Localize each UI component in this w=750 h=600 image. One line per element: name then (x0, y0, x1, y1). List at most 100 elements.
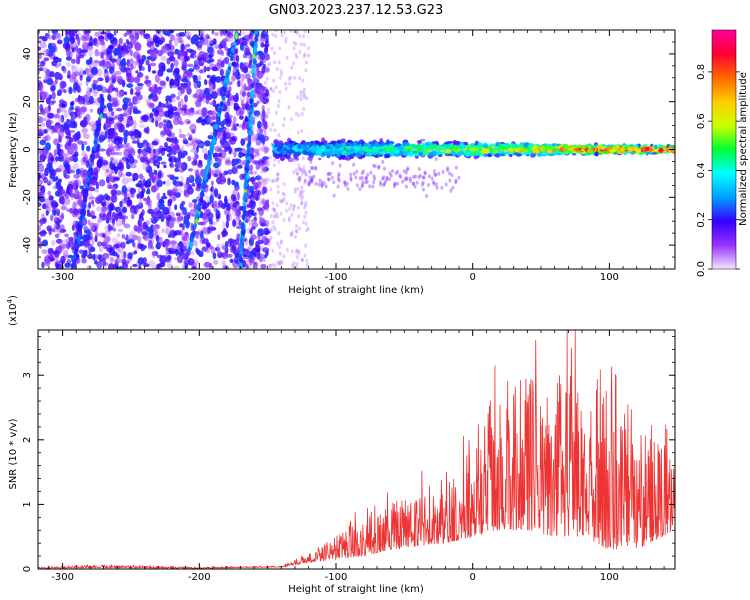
streak-point (94, 131, 99, 138)
noise-speckle (207, 201, 212, 205)
noise-speckle (115, 190, 122, 196)
noise-speckle (143, 234, 150, 242)
noise-speckle (260, 198, 266, 203)
noise-speckle (247, 63, 252, 68)
noise-speckle (147, 208, 154, 214)
noise-speckle (89, 121, 96, 128)
noise-speckle (141, 66, 145, 71)
noise-speckle (116, 212, 123, 217)
noise-speckle (261, 108, 265, 115)
noise-speckle (206, 66, 211, 72)
noise-speckle (81, 150, 87, 158)
noise-speckle (201, 147, 208, 154)
noise-speckle (174, 167, 180, 173)
noise-speckle (41, 261, 45, 269)
noise-speckle (271, 32, 275, 37)
noise-speckle (206, 226, 211, 235)
noise-speckle (258, 147, 263, 152)
noise-speckle (129, 148, 136, 157)
noise-speckle (147, 241, 151, 251)
noise-speckle (295, 262, 299, 267)
noise-speckle (193, 76, 198, 84)
noise-speckle (116, 121, 122, 126)
noise-speckle (178, 32, 186, 37)
noise-speckle (45, 202, 51, 211)
noise-speckle (194, 58, 199, 64)
noise-speckle (78, 197, 83, 206)
noise-speckle (121, 177, 129, 185)
noise-speckle (276, 104, 280, 108)
noise-speckle (259, 75, 263, 80)
noise-speckle (178, 241, 183, 248)
noise-speckle (295, 249, 299, 254)
noise-speckle (53, 223, 58, 230)
noise-speckle (151, 107, 157, 113)
noise-speckle (149, 112, 154, 119)
streak-point (230, 47, 235, 54)
noise-speckle (156, 210, 163, 219)
noise-speckle (290, 213, 294, 217)
noise-speckle (144, 141, 148, 151)
noise-speckle (68, 86, 73, 95)
noise-speckle (187, 168, 193, 172)
noise-speckle (138, 263, 142, 269)
noise-speckle (41, 148, 47, 155)
noise-speckle (97, 241, 102, 247)
noise-speckle (182, 252, 189, 261)
noise-speckle (242, 65, 249, 74)
noise-speckle (145, 198, 153, 207)
noise-speckle (301, 78, 305, 83)
noise-speckle (169, 78, 175, 87)
streak-point (195, 212, 199, 219)
noise-speckle (48, 51, 56, 60)
noise-speckle (196, 145, 199, 153)
noise-speckle (296, 205, 300, 210)
noise-speckle (151, 70, 157, 74)
noise-speckle (152, 89, 158, 94)
noise-speckle (56, 208, 61, 217)
noise-speckle (199, 230, 204, 239)
noise-speckle (231, 75, 237, 82)
noise-speckle (269, 86, 273, 91)
noise-speckle (47, 247, 54, 254)
streak-point (92, 145, 97, 152)
noise-speckle (238, 124, 243, 128)
noise-speckle (104, 130, 108, 140)
noise-speckle (240, 74, 245, 82)
noise-speckle (248, 59, 253, 65)
noise-speckle (172, 113, 178, 122)
noise-speckle (303, 87, 306, 92)
noise-speckle (290, 249, 294, 254)
noise-speckle (113, 30, 117, 36)
noise-speckle (46, 151, 53, 160)
noise-speckle (129, 231, 136, 237)
noise-speckle (39, 50, 42, 59)
noise-speckle (108, 117, 115, 122)
noise-speckle (131, 234, 139, 241)
noise-speckle (192, 65, 200, 70)
noise-speckle (151, 265, 156, 269)
noise-speckle (159, 130, 166, 138)
noise-speckle (109, 257, 115, 262)
noise-speckle (265, 162, 269, 167)
noise-speckle (53, 149, 58, 156)
noise-speckle (258, 86, 266, 91)
noise-speckle (246, 39, 250, 44)
noise-speckle (56, 238, 63, 244)
noise-speckle (239, 173, 246, 181)
noise-speckle (263, 169, 267, 174)
noise-speckle (44, 258, 51, 267)
noise-speckle (298, 76, 302, 81)
noise-speckle (133, 60, 139, 66)
noise-speckle (201, 246, 208, 252)
noise-speckle (100, 208, 104, 217)
noise-speckle (252, 179, 256, 184)
noise-speckle (45, 210, 49, 216)
noise-speckle (261, 54, 265, 59)
noise-speckle (213, 188, 219, 197)
noise-speckle (218, 43, 223, 50)
noise-speckle (260, 188, 264, 193)
noise-speckle (64, 163, 69, 171)
noise-speckle (248, 221, 252, 226)
noise-speckle (132, 96, 138, 105)
